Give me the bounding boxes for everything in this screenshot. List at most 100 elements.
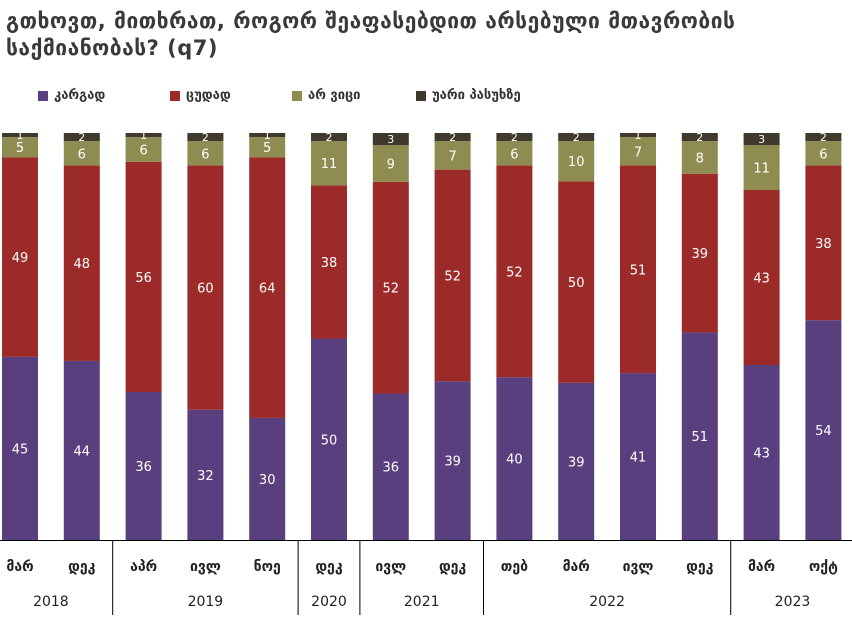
bar-segment-bad — [125, 161, 162, 392]
bar-segment-refused — [125, 133, 162, 138]
bar-segment-dont_know — [372, 145, 409, 182]
bar-segment-dont_know — [434, 141, 471, 170]
bar-segment-good — [311, 338, 347, 540]
data-label-bad: 38 — [815, 237, 832, 252]
bar-segment-dont_know — [805, 141, 842, 166]
legend-item-refused: უარი პასუხზე — [416, 88, 521, 103]
x-tick-label: მარ — [6, 559, 33, 575]
data-label-bad: 50 — [568, 276, 585, 291]
data-label-good: 45 — [12, 442, 29, 457]
x-tick-label: ნოე — [254, 559, 281, 575]
bar-segment-dont_know — [249, 137, 286, 158]
legend-label-good: კარგად — [54, 88, 106, 103]
bar-segment-good — [681, 332, 718, 540]
data-label-dont_know: 6 — [78, 147, 86, 162]
data-label-bad: 60 — [197, 282, 214, 297]
x-tick-label: მარ — [563, 559, 590, 575]
bar-segment-bad — [187, 165, 224, 410]
data-label-bad: 48 — [74, 257, 91, 272]
x-tick-label: აპრ — [130, 559, 157, 575]
data-label-bad: 64 — [259, 282, 276, 297]
data-label-good: 50 — [321, 433, 338, 448]
bar-segment-dont_know — [620, 137, 656, 166]
bar-segment-good — [805, 320, 842, 540]
data-label-refused: 2 — [326, 131, 333, 144]
data-label-good: 30 — [259, 473, 276, 488]
data-label-good: 43 — [753, 446, 770, 461]
bar-segment-dont_know — [311, 141, 347, 186]
bar-segment-bad — [681, 173, 718, 333]
data-label-bad: 52 — [383, 282, 400, 297]
bar-segment-refused — [372, 133, 409, 146]
bar-segment-refused — [311, 133, 347, 142]
data-label-good: 44 — [74, 444, 91, 459]
data-label-dont_know: 6 — [510, 147, 518, 162]
x-tick-label: დეკ — [439, 559, 466, 575]
data-label-refused: 2 — [820, 131, 827, 144]
bar-segment-bad — [311, 185, 347, 339]
legend-item-bad: ცუდად — [170, 88, 231, 103]
data-label-dont_know: 9 — [387, 158, 395, 173]
legend-label-refused: უარი პასუხზე — [432, 88, 521, 103]
data-label-refused: 2 — [78, 131, 85, 144]
legend-swatch-dont-know — [292, 90, 302, 101]
bar-segment-bad — [558, 181, 595, 383]
bar-segment-refused — [249, 133, 286, 138]
legend-swatch-refused — [416, 90, 426, 101]
year-label: 2020 — [311, 594, 347, 610]
data-label-refused: 1 — [264, 129, 271, 142]
bar-segment-dont_know — [681, 141, 718, 174]
chart-title: გთხოვთ, მითხრათ, როგორ შეაფასებდით არსებ… — [6, 9, 736, 60]
x-tick-label: თებ — [501, 559, 528, 575]
data-label-dont_know: 6 — [819, 147, 827, 162]
data-label-good: 36 — [135, 460, 152, 475]
data-label-bad: 52 — [506, 265, 523, 280]
legend-swatch-good — [38, 90, 48, 101]
bar-segment-good — [63, 360, 100, 540]
data-label-refused: 3 — [758, 133, 765, 146]
data-label-bad: 39 — [692, 247, 709, 262]
legend-swatch-bad — [170, 90, 180, 101]
data-label-good: 51 — [692, 430, 709, 445]
bar-segment-bad — [805, 165, 842, 321]
bar-segment-bad — [620, 165, 656, 374]
bar-segment-good — [620, 373, 656, 540]
data-label-bad: 49 — [12, 251, 29, 266]
bar-segment-dont_know — [125, 137, 162, 162]
bar-segment-good — [743, 364, 780, 540]
bar-segment-dont_know — [63, 141, 100, 166]
year-label: 2021 — [404, 594, 440, 610]
x-tick-label: ივლ — [375, 559, 406, 575]
bar-segment-good — [372, 393, 409, 540]
data-label-refused: 1 — [635, 129, 642, 142]
bar-segment-dont_know — [496, 141, 533, 166]
data-label-dont_know: 6 — [139, 143, 147, 158]
bar-segment-refused — [63, 133, 100, 142]
bar-segment-refused — [558, 133, 595, 142]
data-label-bad: 51 — [630, 263, 647, 278]
data-label-refused: 3 — [387, 133, 394, 146]
data-label-good: 36 — [383, 461, 400, 476]
data-label-refused: 2 — [573, 131, 580, 144]
data-label-good: 40 — [506, 453, 523, 468]
data-label-bad: 56 — [135, 271, 152, 286]
data-label-dont_know: 6 — [201, 147, 209, 162]
data-label-dont_know: 5 — [16, 141, 24, 156]
bar-segment-refused — [496, 133, 533, 142]
bar-segment-good — [496, 377, 533, 540]
data-label-bad: 43 — [753, 271, 770, 286]
bar-segment-good — [558, 382, 595, 540]
year-label: 2018 — [33, 594, 69, 610]
bar-segment-bad — [372, 181, 409, 394]
year-label: 2023 — [775, 594, 811, 610]
data-label-refused: 2 — [202, 131, 209, 144]
bar-segment-refused — [681, 133, 718, 142]
legend-item-good: კარგად — [38, 88, 105, 103]
bar-segment-good — [125, 392, 162, 540]
bar-segment-bad — [63, 165, 100, 361]
x-tick-label: ივლ — [190, 559, 221, 575]
data-label-refused: 2 — [449, 131, 456, 144]
bar-segment-dont_know — [558, 141, 595, 182]
bar-segment-bad — [743, 189, 780, 365]
bar-segment-dont_know — [2, 137, 38, 158]
